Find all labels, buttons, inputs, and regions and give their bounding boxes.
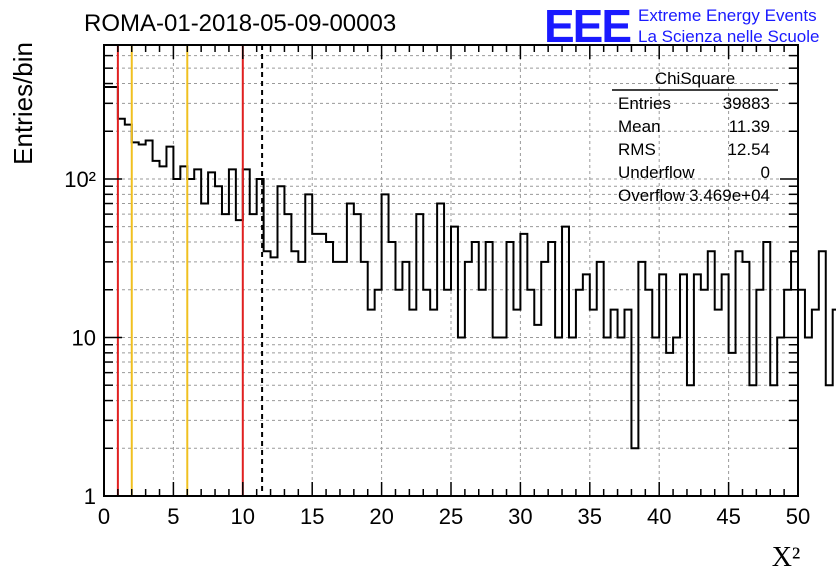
eee-logo: EEE [544,0,632,52]
x-tick-label: 0 [98,504,110,529]
x-tick-label: 50 [786,504,810,529]
stats-label-overflow: Overflow [618,186,686,205]
x-tick-label: 30 [508,504,532,529]
stats-box-title: ChiSquare [654,69,736,88]
chart-title: ROMA-01-2018-05-09-00003 [84,10,397,37]
x-tick-label: 25 [439,504,463,529]
x-tick-label: 45 [716,504,740,529]
stats-value-entries: 39883 [722,94,770,113]
stats-label-mean: Mean [618,117,661,136]
x-tick-label: 20 [369,504,393,529]
stats-value-mean: 11.39 [728,117,770,136]
x-axis-label: X² [772,542,801,572]
stats-value-overflow: 3.469e+04 [689,186,770,205]
y-tick-label: 10² [64,167,96,192]
y-axis-label: Entries/bin [8,42,38,165]
x-tick-label: 35 [578,504,602,529]
y-tick-label: 1 [84,484,96,509]
stats-label-entries: Entries [618,94,671,113]
x-tick-label: 40 [647,504,671,529]
stats-label-underflow: Underflow [618,163,695,182]
logo-subtitle-1: Extreme Energy Events [638,6,817,25]
histogram-series [103,86,836,496]
stats-value-underflow: 0 [760,163,770,182]
stats-label-rms: RMS [618,140,656,159]
stats-value-rms: 12.54 [727,140,770,159]
y-tick-label: 10 [72,325,96,350]
logo-subtitle-2: La Scienza nelle Scuole [638,27,820,46]
x-tick-label: 15 [300,504,324,529]
x-tick-label: 5 [167,504,179,529]
x-tick-label: 10 [231,504,255,529]
